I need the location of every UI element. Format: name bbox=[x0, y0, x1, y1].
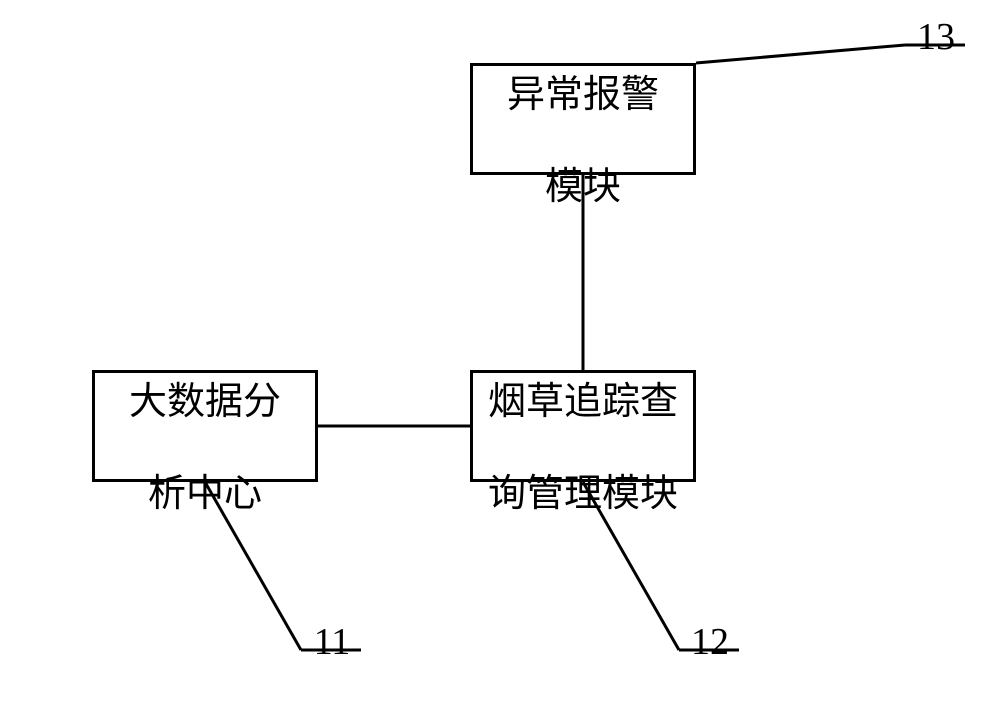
reference-label-11: 11 bbox=[302, 620, 362, 664]
reference-label-11-text: 11 bbox=[314, 621, 351, 663]
node-alarm-module: 异常报警 模块 bbox=[470, 63, 696, 175]
reference-label-12: 12 bbox=[680, 620, 740, 664]
reference-label-13-text: 13 bbox=[917, 16, 955, 58]
node-bigdata-label: 大数据分 析中心 bbox=[129, 335, 281, 517]
reference-label-12-text: 12 bbox=[691, 621, 729, 663]
node-bigdata-label-l2: 析中心 bbox=[148, 473, 262, 515]
node-track-label-l2: 询管理模块 bbox=[488, 473, 678, 515]
node-alarm-label: 异常报警 模块 bbox=[507, 28, 659, 210]
node-bigdata-label-l1: 大数据分 bbox=[129, 381, 281, 423]
reference-label-13: 13 bbox=[906, 15, 966, 59]
node-track-label: 烟草追踪查 询管理模块 bbox=[488, 335, 678, 517]
node-track-module: 烟草追踪查 询管理模块 bbox=[470, 370, 696, 482]
node-alarm-label-l2: 模块 bbox=[545, 166, 621, 208]
node-alarm-label-l1: 异常报警 bbox=[507, 74, 659, 116]
node-track-label-l1: 烟草追踪查 bbox=[488, 381, 678, 423]
diagram-canvas: 异常报警 模块 大数据分 析中心 烟草追踪查 询管理模块 11 12 13 bbox=[0, 0, 1000, 705]
node-bigdata-center: 大数据分 析中心 bbox=[92, 370, 318, 482]
